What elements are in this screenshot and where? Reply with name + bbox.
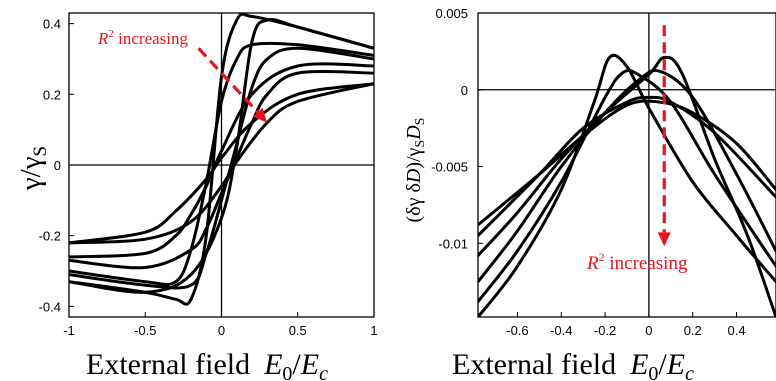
left-series-5-line [69, 62, 374, 259]
right-y-tick-label: -0.01 [438, 236, 468, 251]
left-y-tick-label: -0.4 [39, 299, 61, 314]
right-y-tick-label: 0 [461, 83, 468, 98]
left-series-7-line [69, 82, 374, 245]
right-plot-frame [477, 12, 776, 318]
right-y-tick-label: -0.005 [431, 160, 468, 175]
right-series-3-line [478, 69, 776, 284]
right-trend-arrow-head [657, 232, 671, 247]
left-x-tick-label: 0.5 [289, 323, 307, 338]
right-series-2-line [478, 68, 776, 304]
left-y-tick-label: 0 [54, 158, 61, 173]
left-series-8-line [69, 82, 374, 245]
right-series-4-line [478, 55, 776, 317]
right-x-tick-label: -0.4 [550, 323, 572, 338]
left-annotation: R2 increasing [97, 28, 189, 48]
left-x-tick-label: 1 [370, 323, 377, 338]
left-y-tick-label: 0.2 [43, 87, 61, 102]
right-plot-area: -0.6 -0.4 -0.2 0 0.2 0.4 0.005 0 -0.005 -0.01 [431, 6, 776, 338]
left-x-axis-label: External field E0/Ec [86, 348, 328, 381]
right-series-6-line [478, 99, 776, 227]
left-x-tick-label: 0 [218, 323, 225, 338]
right-chart-panel: -0.6 -0.4 -0.2 0 0.2 0.4 0.005 0 -0.005 -0.01 (δγ… [403, 6, 776, 381]
right-x-tick-label: 0.2 [684, 323, 702, 338]
right-y-axis-label: (δγ δD)/γSDS [403, 118, 428, 223]
left-plot-area: -1 -0.5 0 0.5 1 -0.4 -0.2 0 0.2 0.4 [39, 12, 378, 338]
left-y-tick-label: 0.4 [43, 17, 61, 32]
left-x-tick-label: -0.5 [134, 323, 156, 338]
left-series-3-line [69, 41, 374, 286]
right-x-tick-label: 0.4 [728, 323, 746, 338]
right-y-tick-label: 0.005 [435, 6, 468, 21]
right-x-tick-label: -0.6 [506, 323, 528, 338]
left-trend-arrow-head [252, 107, 268, 123]
left-trend-arrow-line [197, 47, 259, 114]
left-chart-panel: -1 -0.5 0 0.5 1 -0.4 -0.2 0 0.2 0.4 γ/γS External… [15, 12, 378, 381]
left-x-tick-label: -1 [63, 323, 75, 338]
right-x-tick-label: 0 [645, 323, 652, 338]
right-series-1-line [478, 53, 776, 317]
right-x-axis-label: External field E0/Ec [452, 348, 694, 381]
left-y-axis-label: γ/γS [15, 146, 51, 191]
left-y-tick-label: -0.2 [39, 229, 61, 244]
right-x-tick-label: -0.2 [594, 323, 616, 338]
right-annotation: R2 increasing [586, 250, 688, 274]
